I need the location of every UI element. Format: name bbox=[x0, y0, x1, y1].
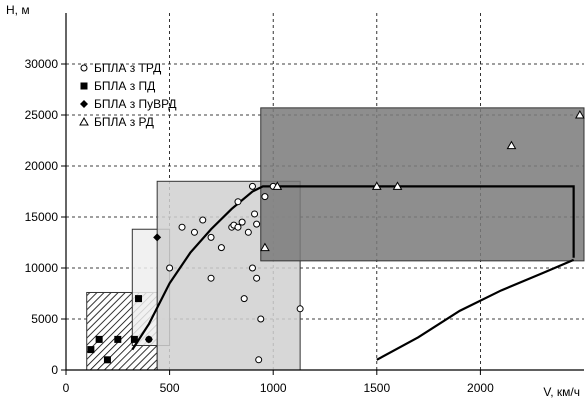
data-point bbox=[255, 356, 263, 364]
legend-label: БПЛА з РД bbox=[94, 115, 154, 129]
data-point bbox=[240, 295, 248, 303]
data-point bbox=[251, 210, 259, 218]
data-point bbox=[234, 223, 242, 231]
data-point bbox=[199, 216, 207, 224]
legend-label: БПЛА з ПуВРД bbox=[94, 97, 177, 111]
data-point bbox=[506, 140, 517, 150]
data-point bbox=[217, 244, 225, 252]
data-point bbox=[207, 274, 215, 282]
envelope-line bbox=[376, 258, 575, 361]
y-tick-label: 25000 bbox=[25, 108, 59, 122]
legend-marker bbox=[80, 64, 88, 72]
data-point bbox=[253, 274, 261, 282]
data-point bbox=[178, 223, 186, 231]
data-point bbox=[244, 228, 252, 236]
data-point bbox=[153, 233, 162, 242]
data-point bbox=[248, 182, 256, 190]
data-points bbox=[87, 109, 585, 364]
data-point bbox=[574, 109, 585, 119]
x-tick-label: 500 bbox=[160, 381, 180, 395]
x-axis-label: V, км/ч bbox=[543, 385, 580, 399]
data-point bbox=[95, 335, 103, 343]
data-point bbox=[248, 264, 256, 272]
data-point bbox=[261, 193, 269, 201]
data-point bbox=[392, 181, 403, 190]
x-tick-label: 1500 bbox=[363, 381, 390, 395]
data-point bbox=[207, 233, 215, 241]
data-point bbox=[144, 335, 153, 344]
data-point bbox=[253, 220, 261, 228]
y-tick-label: 10000 bbox=[25, 261, 59, 275]
envelope-lines bbox=[131, 185, 575, 361]
y-axis-label: H, м bbox=[6, 3, 30, 17]
data-point bbox=[130, 335, 138, 343]
y-tick-label: 15000 bbox=[25, 210, 59, 224]
legend: БПЛА з ТРД БПЛА з ПД БПЛА з ПуВРД БПЛА з РД bbox=[79, 61, 177, 129]
data-point bbox=[166, 264, 174, 272]
data-point bbox=[190, 228, 198, 236]
legend-marker bbox=[79, 116, 89, 126]
y-tick-label: 20000 bbox=[25, 159, 59, 173]
data-point bbox=[272, 181, 283, 190]
data-point bbox=[135, 295, 143, 303]
tick-labels: 0 5000 10000 15000 20000 25000 30000 0 500 1000 15… bbox=[25, 57, 494, 395]
legend-marker bbox=[80, 82, 88, 90]
data-point bbox=[87, 346, 95, 354]
envelope-line bbox=[131, 185, 575, 351]
x-tick-label: 1000 bbox=[260, 381, 287, 395]
data-point bbox=[371, 181, 382, 190]
legend-label: БПЛА з ПД bbox=[94, 79, 155, 93]
axes bbox=[61, 13, 584, 375]
data-point bbox=[296, 305, 304, 313]
data-point bbox=[103, 356, 111, 364]
legend-marker bbox=[80, 100, 88, 108]
data-point bbox=[238, 218, 246, 226]
data-point bbox=[114, 335, 122, 343]
y-tick-label: 5000 bbox=[31, 312, 58, 326]
data-point bbox=[257, 315, 265, 323]
x-tick-label: 2000 bbox=[467, 381, 494, 395]
data-point bbox=[234, 198, 242, 206]
y-tick-label: 0 bbox=[51, 363, 58, 377]
region-rect bbox=[260, 107, 585, 262]
y-tick-label: 30000 bbox=[25, 57, 59, 71]
x-tick-label: 0 bbox=[63, 381, 70, 395]
legend-label: БПЛА з ТРД bbox=[94, 61, 161, 75]
data-point bbox=[260, 242, 270, 252]
